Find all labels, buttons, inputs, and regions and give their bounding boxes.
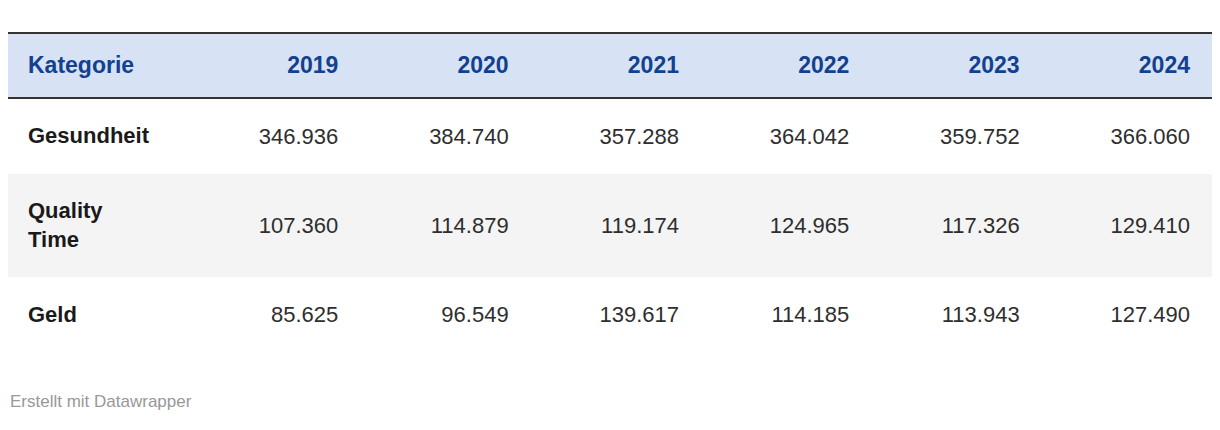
- cell-value: 359.752: [871, 98, 1041, 174]
- cell-value: 114.879: [360, 174, 530, 277]
- table-row-gesundheit: Gesundheit 346.936 384.740 357.288 364.0…: [8, 98, 1212, 174]
- row-label-cell: Quality Time: [8, 174, 190, 277]
- attribution-text: Erstellt mit Datawrapper: [10, 392, 1220, 412]
- cell-value: 107.360: [190, 174, 360, 277]
- cell-value: 129.410: [1042, 174, 1212, 277]
- cell-value: 127.490: [1042, 277, 1212, 353]
- cell-value: 119.174: [531, 174, 701, 277]
- cell-value: 366.060: [1042, 98, 1212, 174]
- datawrapper-table-embed: Kategorie 2019 2020 2021 2022 2023 2024 …: [0, 0, 1220, 430]
- row-label-cell: Geld: [8, 277, 190, 353]
- column-header-2023: 2023: [871, 33, 1041, 98]
- cell-value: 117.326: [871, 174, 1041, 277]
- cell-value: 85.625: [190, 277, 360, 353]
- column-header-2024: 2024: [1042, 33, 1212, 98]
- cell-value: 139.617: [531, 277, 701, 353]
- cell-value: 384.740: [360, 98, 530, 174]
- cell-value: 114.185: [701, 277, 871, 353]
- cell-value: 113.943: [871, 277, 1041, 353]
- column-header-2019: 2019: [190, 33, 360, 98]
- table-row-quality-time: Quality Time 107.360 114.879 119.174 124…: [8, 174, 1212, 277]
- column-header-2021: 2021: [531, 33, 701, 98]
- cell-value: 357.288: [531, 98, 701, 174]
- column-header-kategorie: Kategorie: [8, 33, 190, 98]
- cell-value: 124.965: [701, 174, 871, 277]
- column-header-2022: 2022: [701, 33, 871, 98]
- cell-value: 346.936: [190, 98, 360, 174]
- row-label: Quality Time: [28, 197, 154, 254]
- data-table: Kategorie 2019 2020 2021 2022 2023 2024 …: [8, 32, 1212, 353]
- column-header-2020: 2020: [360, 33, 530, 98]
- header-row: Kategorie 2019 2020 2021 2022 2023 2024: [8, 33, 1212, 98]
- row-label-cell: Gesundheit: [8, 98, 190, 174]
- table-row-geld: Geld 85.625 96.549 139.617 114.185 113.9…: [8, 277, 1212, 353]
- row-label: Gesundheit: [28, 122, 149, 151]
- row-label: Geld: [28, 301, 77, 330]
- cell-value: 364.042: [701, 98, 871, 174]
- cell-value: 96.549: [360, 277, 530, 353]
